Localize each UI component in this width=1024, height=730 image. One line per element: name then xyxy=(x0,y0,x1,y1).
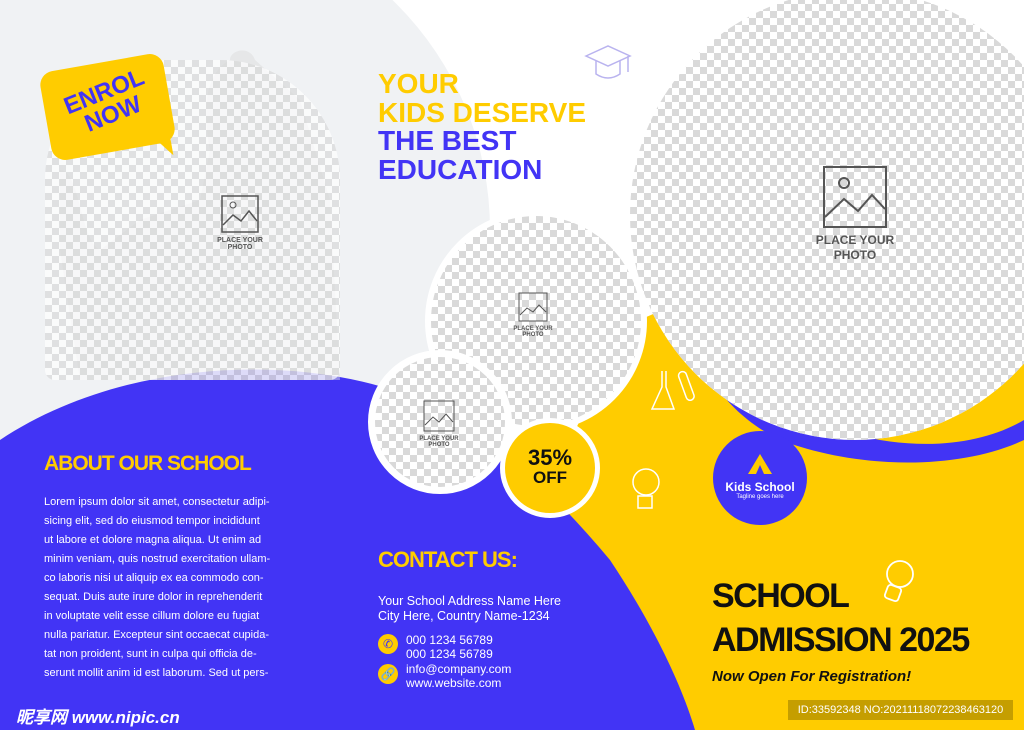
image-icon xyxy=(423,400,455,432)
contact-phones[interactable]: 000 1234 56789 000 1234 56789 xyxy=(406,633,493,661)
image-icon xyxy=(823,166,887,228)
about-paragraph: Lorem ipsum dolor sit amet, consectetur … xyxy=(44,493,312,683)
contact-address: Your School Address Name Here City Here, … xyxy=(378,594,561,623)
about-line: serunt mollit anim id est laborum. Sed u… xyxy=(44,667,269,679)
small-photo-label: PLACE YOUR PHOTO xyxy=(410,400,468,448)
watermark-id: ID:33592348 NO:20211118072238463120 xyxy=(788,700,1013,720)
logo-triangle-icon xyxy=(748,454,772,474)
about-line: nulla pariatur. Excepteur sint occaecat … xyxy=(44,629,270,641)
contact-title: CONTACT US: xyxy=(378,547,518,572)
contact-web[interactable]: info@company.com www.website.com xyxy=(406,662,512,690)
small-photo-placeholder[interactable] xyxy=(368,350,512,494)
about-line: ut labore et dolore magna aliqua. Ut eni… xyxy=(44,534,262,546)
admission-subtitle: Now Open For Registration! xyxy=(712,668,912,685)
large-photo-label: PLACE YOUR PHOTO xyxy=(800,165,910,263)
medium-photo-label: PLACE YOUR PHOTO xyxy=(505,292,561,338)
graduation-cap-icon xyxy=(584,45,632,79)
child-photo-label: PLACE YOUR PHOTO xyxy=(200,195,280,251)
lab-flask-icon xyxy=(650,370,695,410)
about-line: sequat. Duis aute irure dolor in reprehe… xyxy=(44,591,263,603)
phone-icon: ✆ xyxy=(378,634,398,654)
image-icon xyxy=(221,195,259,233)
lightbulb-icon xyxy=(632,468,660,509)
about-line: minim veniam, quis nostrud exercitation … xyxy=(44,553,271,565)
about-line: Lorem ipsum dolor sit amet, consectetur … xyxy=(44,496,270,508)
watermark-brand: 昵享网 www.nipic.cn xyxy=(16,708,180,727)
admission-title: SCHOOL ADMISSION 2025 xyxy=(712,577,970,659)
lightbulb-icon xyxy=(883,560,914,603)
about-title: ABOUT OUR SCHOOL xyxy=(44,452,252,475)
kids-school-logo: Kids School Tagline goes here xyxy=(713,431,807,525)
large-photo-placeholder[interactable] xyxy=(630,0,1024,440)
about-line: co laboris nisi ut aliquip ex ea commodo… xyxy=(44,572,264,584)
about-line: in voluptate velit esse cillum dolore eu… xyxy=(44,610,260,622)
link-icon: 🔗 xyxy=(378,664,398,684)
headline: YOUR KIDS DESERVE THE BEST EDUCATION xyxy=(378,68,586,185)
about-line: tat non proident, sunt in culpa qui offi… xyxy=(44,648,257,660)
blue-area xyxy=(0,369,695,730)
discount-badge: 35% OFF xyxy=(500,418,600,518)
about-line: sicing elit, sed do eiusmod tempor incid… xyxy=(44,515,260,527)
image-icon xyxy=(518,292,548,322)
